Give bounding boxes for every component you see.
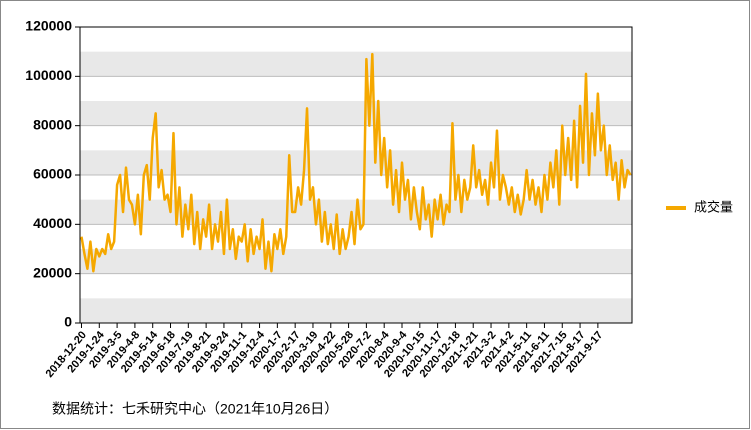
grid-band	[80, 249, 632, 274]
y-tick-label: 0	[64, 314, 72, 330]
y-tick-label: 60000	[33, 166, 72, 182]
series-line	[80, 52, 632, 273]
y-tick-label: 80000	[33, 116, 72, 132]
plot-border	[79, 26, 633, 324]
source-note: 数据统计：七禾研究中心（2021年10月26日）	[52, 401, 338, 417]
legend-label: 成交量	[694, 199, 733, 214]
y-tick-label: 120000	[25, 18, 72, 34]
grid-band	[80, 298, 632, 323]
grid-band	[80, 101, 632, 126]
y-tick-label: 40000	[33, 215, 72, 231]
y-tick-label: 100000	[25, 67, 72, 83]
grid-band	[80, 51, 632, 77]
y-tick-label: 20000	[33, 264, 72, 280]
